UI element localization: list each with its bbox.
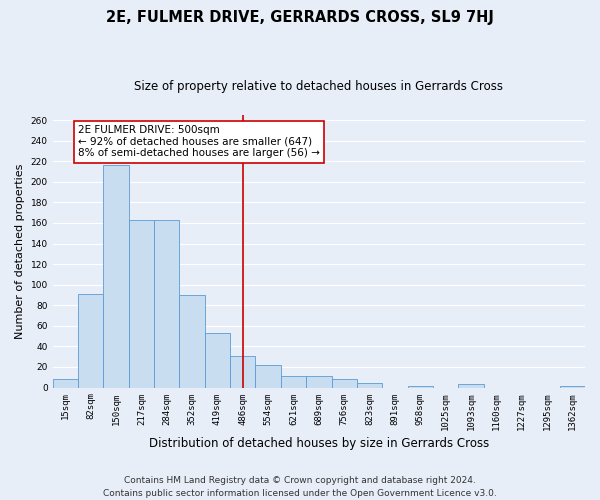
Bar bbox=[281, 376, 306, 388]
Bar bbox=[205, 333, 230, 388]
Bar bbox=[103, 166, 129, 388]
Bar bbox=[78, 294, 103, 388]
Bar bbox=[458, 384, 484, 388]
Bar bbox=[306, 376, 332, 388]
Text: 2E FULMER DRIVE: 500sqm
← 92% of detached houses are smaller (647)
8% of semi-de: 2E FULMER DRIVE: 500sqm ← 92% of detache… bbox=[78, 126, 320, 158]
Bar bbox=[357, 384, 382, 388]
Bar bbox=[230, 356, 256, 388]
Bar bbox=[154, 220, 179, 388]
Bar bbox=[179, 295, 205, 388]
Bar bbox=[256, 365, 281, 388]
Bar bbox=[560, 386, 585, 388]
Bar bbox=[53, 380, 78, 388]
X-axis label: Distribution of detached houses by size in Gerrards Cross: Distribution of detached houses by size … bbox=[149, 437, 489, 450]
Bar bbox=[407, 386, 433, 388]
Text: 2E, FULMER DRIVE, GERRARDS CROSS, SL9 7HJ: 2E, FULMER DRIVE, GERRARDS CROSS, SL9 7H… bbox=[106, 10, 494, 25]
Title: Size of property relative to detached houses in Gerrards Cross: Size of property relative to detached ho… bbox=[134, 80, 503, 93]
Bar bbox=[129, 220, 154, 388]
Bar bbox=[332, 380, 357, 388]
Y-axis label: Number of detached properties: Number of detached properties bbox=[15, 164, 25, 339]
Text: Contains HM Land Registry data © Crown copyright and database right 2024.
Contai: Contains HM Land Registry data © Crown c… bbox=[103, 476, 497, 498]
